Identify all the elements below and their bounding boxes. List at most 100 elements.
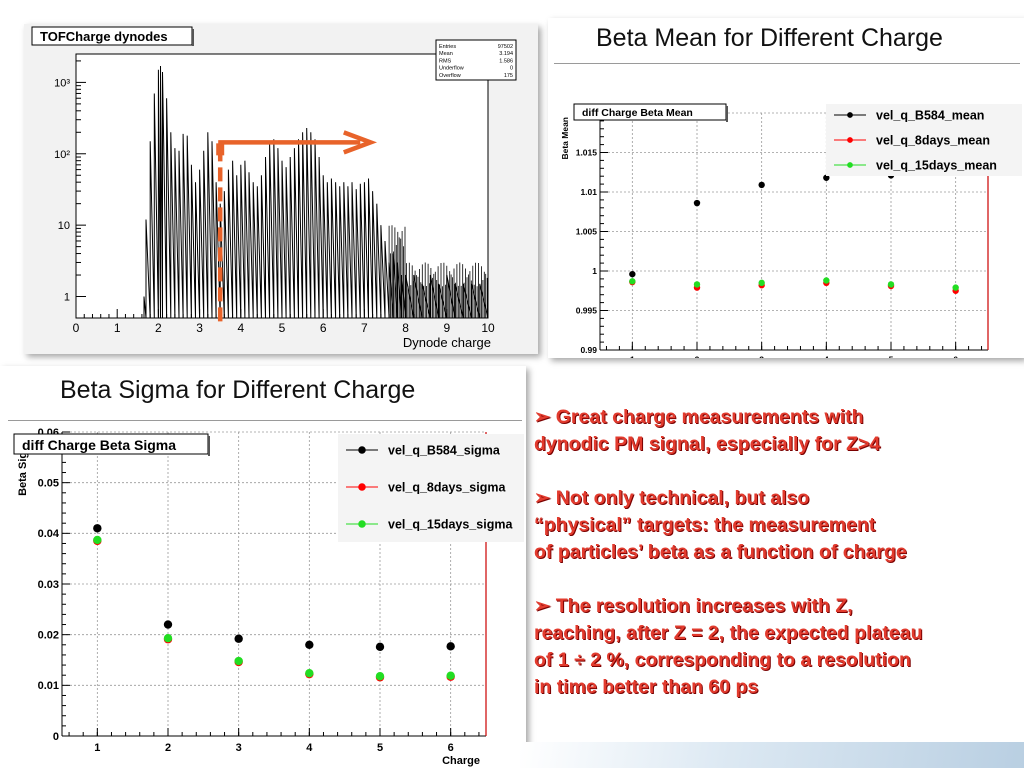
y-tick-label: 0.05 — [38, 478, 59, 490]
data-point — [234, 634, 243, 643]
y-tick-label: 1.015 — [576, 147, 598, 157]
heading-rule — [8, 420, 522, 421]
x-tick-label: 9 — [443, 321, 450, 335]
x-tick-label: 4 — [306, 742, 313, 754]
y-tick-label: 10² — [54, 149, 70, 161]
histogram-tail-noise — [388, 225, 488, 318]
chart-title-shadow — [208, 436, 210, 456]
x-tick-label: 4 — [824, 355, 829, 359]
data-point — [446, 642, 455, 651]
x-tick-label: 2 — [155, 321, 162, 335]
x-tick-label: 5 — [279, 321, 286, 335]
x-tick-label: 6 — [953, 355, 958, 359]
title-box-shadow — [192, 29, 194, 46]
data-point — [693, 281, 701, 288]
x-tick-label: 3 — [196, 321, 203, 335]
data-point — [693, 199, 701, 207]
bullet-list: ➢ Great charge measurements with dynodic… — [534, 404, 1020, 728]
slide-corner-decoration — [520, 742, 1024, 768]
x-tick-label: 1 — [94, 742, 100, 754]
data-point — [823, 174, 830, 181]
stats-label: Underflow — [439, 66, 464, 72]
data-point — [758, 181, 765, 189]
stats-box — [435, 39, 517, 81]
data-point — [93, 535, 102, 545]
stats-value: 175 — [504, 73, 513, 79]
bullet-item: ➢ Great charge measurements with dynodic… — [534, 406, 881, 455]
y-tick-label: 0.02 — [38, 630, 59, 642]
stats-value: 1.586 — [499, 58, 513, 64]
data-point — [163, 620, 173, 629]
data-point — [375, 672, 385, 681]
legend-marker — [847, 112, 853, 118]
data-point — [629, 270, 636, 278]
stats-label: Entries — [439, 44, 456, 50]
legend-marker — [847, 137, 853, 143]
legend-label: vel_q_B584_mean — [876, 109, 984, 123]
y-tick-label: 0.995 — [576, 305, 598, 315]
arrow-head — [343, 130, 378, 155]
data-point — [234, 656, 243, 666]
legend-label: vel_q_8days_sigma — [388, 481, 506, 495]
data-point — [93, 524, 102, 533]
y-tick-label: 0.01 — [38, 680, 59, 692]
stats-label: RMS — [439, 58, 452, 64]
data-point — [446, 671, 455, 680]
beta-mean-chart: 0.990.99511.0051.011.0151.02123456Charge… — [560, 103, 1022, 359]
legend-marker — [358, 446, 366, 454]
data-point — [375, 642, 385, 652]
data-point — [629, 278, 636, 285]
legend-label: vel_q_15days_mean — [876, 159, 997, 173]
data-point — [163, 634, 173, 643]
legend-label: vel_q_8days_mean — [876, 134, 990, 148]
y-tick-label: 1 — [64, 292, 70, 304]
legend-marker — [358, 483, 366, 491]
data-point — [758, 279, 765, 287]
x-tick-label: 0 — [73, 321, 80, 335]
x-tick-label: 5 — [377, 742, 383, 754]
x-tick-label: 3 — [759, 355, 764, 359]
beta-mean-slide: Beta Mean for Different Charge 0.99 0.995… — [548, 18, 1024, 358]
stats-label: Overflow — [439, 73, 461, 79]
bullet-item: ➢ The resolution increases with Z, reach… — [534, 595, 923, 698]
stats-value: 3.194 — [499, 51, 513, 57]
y-tick-label: 10 — [58, 220, 70, 232]
x-tick-label: 6 — [448, 742, 454, 754]
y-tick-label: 1.01 — [580, 187, 597, 197]
y-axis-label: Beta Mean — [560, 117, 570, 160]
stats-label: Mean — [439, 51, 453, 57]
x-tick-label: 7 — [361, 321, 368, 335]
legend-marker — [847, 162, 853, 168]
y-tick-label: 0.99 — [580, 345, 597, 355]
histogram-chart: TOFCharge dynodes Entries 9 7 5 0 2 Mean 3.194 RM… — [31, 26, 517, 350]
histogram-title: TOFCharge dynodes — [40, 29, 168, 44]
x-tick-label: 6 — [320, 321, 327, 335]
data-point — [305, 668, 314, 678]
x-axis-label: Charge — [442, 755, 480, 767]
y-tick-label: 10³ — [54, 77, 70, 89]
chart-title: diff Charge Beta Sigma — [22, 437, 176, 453]
y-tick-label: 0 — [53, 731, 59, 743]
data-point — [823, 277, 830, 284]
heading-rule — [554, 63, 1020, 64]
x-tick-label: 1 — [114, 321, 121, 335]
x-tick-label: 4 — [237, 321, 244, 335]
data-point — [952, 284, 959, 291]
y-tick-label: 1.005 — [576, 226, 598, 236]
legend-label: vel_q_B584_sigma — [388, 444, 501, 458]
x-tick-label: 2 — [165, 742, 171, 754]
beta-mean-heading: Beta Mean for Different Charge — [596, 24, 943, 52]
data-point — [887, 281, 895, 288]
stats-value: 0 — [510, 66, 513, 72]
x-tick-label: 1 — [630, 355, 635, 359]
beta-sigma-chart: 00.010.020.030.040.050.061 2 3 4 5 6ChargeBet… — [13, 427, 524, 767]
legend-marker — [358, 520, 366, 528]
x-tick-label: 8 — [402, 321, 409, 335]
chart-title: diff Charge Beta Mean — [582, 107, 693, 119]
histogram-panel: TOFCharge dynodes Entries 9 7 5 0 2 Mean 3.194 RM… — [24, 24, 538, 354]
x-tick-label: 5 — [889, 355, 894, 359]
y-tick-label: 0.03 — [38, 579, 59, 591]
legend-label: vel_q_15days_sigma — [388, 518, 513, 532]
y-tick-label: 1 — [592, 266, 597, 276]
x-axis-label: Dynode charge — [403, 335, 491, 350]
